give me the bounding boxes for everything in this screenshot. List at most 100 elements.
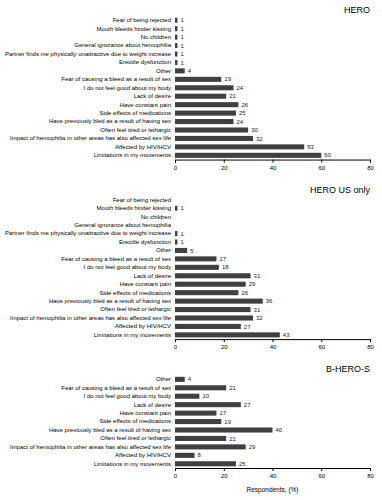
panel-title: HERO <box>344 5 370 15</box>
y-tick-label: Other <box>156 376 171 382</box>
x-tick-label: 20 <box>221 344 228 350</box>
data-label: 24 <box>237 85 244 91</box>
bar <box>175 60 177 65</box>
y-tick: Erectile dysfunction <box>119 239 171 245</box>
y-tick: Partner finds me physically unattractive… <box>5 51 172 57</box>
y-tick: Side effects of medications <box>99 110 171 116</box>
x-tick: 60 <box>318 339 325 350</box>
data-label: 19 <box>224 76 231 82</box>
y-tick: Affected by HIV/HCV <box>115 323 171 329</box>
y-tick-label: I do not feel good about my body <box>84 264 171 270</box>
data-label: 19 <box>224 419 231 425</box>
y-tick: Fear of causing a bleed as a result of s… <box>61 256 171 262</box>
y-tick-label: Side effects of medications <box>99 110 171 116</box>
bar <box>175 231 177 236</box>
data-label: 24 <box>237 119 244 125</box>
bar <box>175 136 253 141</box>
y-tick-label: Have constant pain <box>120 102 171 108</box>
panel-title: B-HERO-S <box>326 364 370 374</box>
bar <box>175 214 176 219</box>
y-tick-label: Affected by HIV/HCV <box>115 452 171 458</box>
panel: 111111419242126252430325360020406080Fear… <box>5 5 375 171</box>
data-labels: 111111419242126252430325360 <box>180 17 331 158</box>
x-tick: 40 <box>270 160 277 171</box>
data-label: 43 <box>283 332 290 338</box>
x-tick-label: 80 <box>367 473 374 479</box>
x-tick-label: 60 <box>318 344 325 350</box>
data-label: 26 <box>241 102 248 108</box>
x-tick-label: 0 <box>174 473 178 479</box>
x-tick: 20 <box>221 339 228 350</box>
y-tick-label: Mouth bleeds hinder kissing <box>97 205 171 211</box>
bar <box>175 26 177 31</box>
y-tick: Fear of being rejected <box>113 197 171 203</box>
bar <box>175 282 246 287</box>
y-tick-label: Partner finds me physically unattractive… <box>5 51 172 57</box>
y-tick: Lack of desire <box>134 93 172 99</box>
bar <box>175 299 263 304</box>
x-tick-label: 40 <box>270 473 277 479</box>
bar <box>175 273 251 278</box>
bars <box>175 377 273 467</box>
x-tick: 20 <box>221 468 228 479</box>
y-tick: No children <box>141 34 171 40</box>
y-tick-label: No children <box>141 214 171 220</box>
bar <box>175 35 177 40</box>
bar <box>175 85 234 90</box>
x-tick-mark <box>224 160 225 163</box>
y-tick-label: Fear of causing a bleed as a result of s… <box>61 385 171 391</box>
x-axis: 020406080 <box>174 339 375 350</box>
data-labels: 111517183129263631322743 <box>180 205 290 338</box>
data-label: 1 <box>180 51 184 57</box>
bars <box>175 206 280 338</box>
bar <box>175 290 238 295</box>
bar <box>175 102 238 107</box>
y-tick-label: Fear of being rejected <box>113 197 171 203</box>
y-tick: Impact of hemophilia in other areas has … <box>10 135 172 141</box>
y-tick: Other <box>156 376 171 382</box>
bar <box>175 248 187 253</box>
bar <box>175 127 248 132</box>
bars <box>175 18 321 158</box>
x-tick: 40 <box>270 339 277 350</box>
y-tick: Partner finds me physically unattractive… <box>5 230 172 236</box>
y-tick-label: I do not feel good about my body <box>84 393 171 399</box>
data-label: 1 <box>180 26 184 32</box>
data-label: 10 <box>202 393 209 399</box>
y-tick-label: Lack of desire <box>134 273 172 279</box>
y-tick: Have previously bled as a result of havi… <box>49 427 171 433</box>
y-tick-label: Limitations in my movements <box>94 152 171 158</box>
y-tick-label: Have previously bled as a result of havi… <box>49 427 171 433</box>
data-label: 29 <box>249 444 256 450</box>
x-tick-label: 60 <box>318 473 325 479</box>
x-tick: 0 <box>174 160 178 171</box>
bar <box>175 68 185 73</box>
bar <box>175 402 241 407</box>
data-label: 1 <box>180 231 184 237</box>
y-tick: Side effects of medications <box>99 290 171 296</box>
data-label: 4 <box>188 68 192 74</box>
bar <box>175 427 273 432</box>
y-tick: Side effects of medications <box>99 418 171 424</box>
x-tick-label: 0 <box>174 165 178 171</box>
data-label: 1 <box>180 34 184 40</box>
data-label: 40 <box>276 427 283 433</box>
bar <box>175 453 195 458</box>
bar <box>175 119 234 124</box>
y-tick-label: Impact of hemophilia in other areas has … <box>10 444 172 450</box>
bar <box>175 77 221 82</box>
y-axis: Fear of being rejectedMouth bleeds hinde… <box>5 17 172 158</box>
y-tick: Mouth bleeds hinder kissing <box>97 26 171 32</box>
bar <box>175 206 177 211</box>
y-tick-label: Limitations in my movements <box>94 332 171 338</box>
bar <box>175 332 280 337</box>
y-tick: Often feel tired or lethargic <box>100 306 171 312</box>
bar <box>175 394 199 399</box>
x-tick-label: 40 <box>270 165 277 171</box>
y-tick: Mouth bleeds hinder kissing <box>97 205 171 211</box>
y-tick-label: Often feel tired or lethargic <box>100 435 171 441</box>
bar <box>175 94 226 99</box>
bar <box>175 265 219 270</box>
y-tick-label: I do not feel good about my body <box>84 85 171 91</box>
data-label: 1 <box>180 60 184 66</box>
